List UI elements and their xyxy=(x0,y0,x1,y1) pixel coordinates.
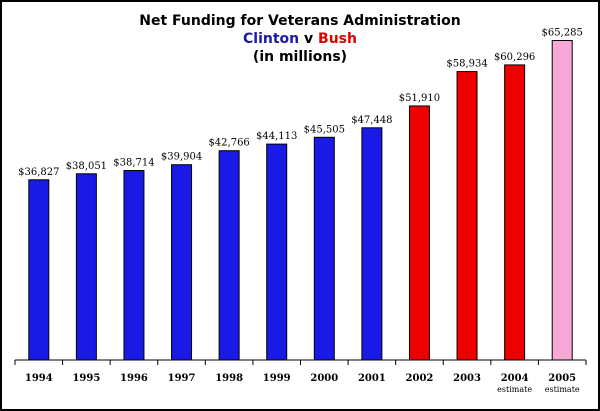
chart-title-block: Net Funding for Veterans Administration … xyxy=(2,12,598,66)
chart-units-label: (in millions) xyxy=(252,49,348,65)
data-label-1994: $36,827 xyxy=(18,167,59,178)
chart-subtitle: Clinton v Bush xyxy=(2,30,598,48)
bar-1999 xyxy=(266,143,288,361)
x-tick-note-2004: estimate xyxy=(497,385,532,394)
clinton-label: Clinton xyxy=(243,31,300,47)
chart-title: Net Funding for Veterans Administration xyxy=(139,13,461,29)
bar-1994 xyxy=(28,179,50,361)
bar-2000 xyxy=(313,136,335,361)
bar-2005 xyxy=(551,39,573,361)
x-tick-label-1996: 1996 xyxy=(120,373,148,384)
x-tick-label-2005: 2005 xyxy=(548,373,576,384)
bar-2001 xyxy=(361,127,383,361)
bar-2003 xyxy=(456,71,478,361)
x-tick-note-2005: estimate xyxy=(545,385,580,394)
x-tick-label-1999: 1999 xyxy=(263,373,291,384)
data-label-2003: $58,934 xyxy=(446,59,487,70)
data-label-1998: $42,766 xyxy=(208,138,249,149)
bar-1997 xyxy=(171,164,193,361)
x-tick-label-1994: 1994 xyxy=(25,373,53,384)
x-tick-label-2001: 2001 xyxy=(358,373,386,384)
data-label-1995: $38,051 xyxy=(66,161,107,172)
x-tick-label-2004: 2004 xyxy=(501,373,529,384)
bar-2004 xyxy=(504,64,526,361)
bar-1998 xyxy=(218,150,240,361)
data-label-2002: $51,910 xyxy=(399,93,440,104)
bar-2002 xyxy=(408,105,430,361)
bar-1996 xyxy=(123,170,145,361)
data-label-1996: $38,714 xyxy=(113,158,154,169)
data-label-1999: $44,113 xyxy=(256,131,297,142)
x-tick-label-1995: 1995 xyxy=(72,373,100,384)
versus-label: v xyxy=(304,31,314,47)
data-label-2004: $60,296 xyxy=(494,52,535,63)
data-label-1997: $39,904 xyxy=(161,152,202,163)
data-label-2001: $47,448 xyxy=(351,115,392,126)
data-label-2000: $45,505 xyxy=(304,124,345,135)
x-tick-label-1997: 1997 xyxy=(168,373,196,384)
x-tick-label-1998: 1998 xyxy=(215,373,243,384)
x-tick-label-2000: 2000 xyxy=(310,373,338,384)
x-tick-label-2002: 2002 xyxy=(406,373,434,384)
x-tick-label-2003: 2003 xyxy=(453,373,481,384)
data-label-2005: $65,285 xyxy=(542,27,583,38)
bush-label: Bush xyxy=(318,31,357,47)
bar-1995 xyxy=(75,173,97,361)
